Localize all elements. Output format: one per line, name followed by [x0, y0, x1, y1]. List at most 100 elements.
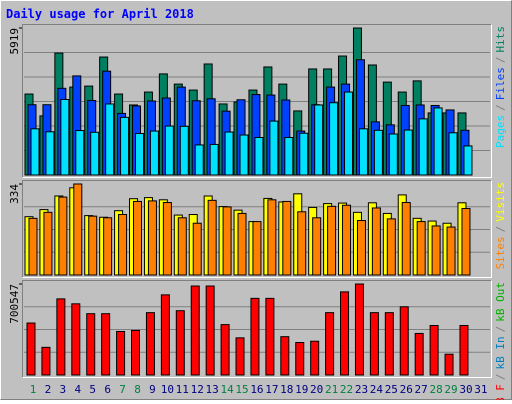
bar: [314, 104, 324, 176]
x-tick-label: 17: [265, 383, 278, 396]
x-tick-label: 13: [206, 383, 219, 396]
bar: [207, 199, 217, 276]
bar: [192, 222, 202, 276]
panel-bevel-light: [22, 280, 492, 378]
bar: [75, 130, 85, 176]
x-tick-label: 23: [355, 383, 368, 396]
y-tick-label: 5919: [8, 28, 21, 55]
bar: [86, 313, 96, 376]
bar: [418, 118, 428, 176]
legend-item: Sites: [494, 236, 507, 269]
bar: [269, 120, 279, 176]
x-tick-label: 29: [444, 383, 457, 396]
x-tick-label: 5: [89, 383, 96, 396]
legend-separator: /: [494, 226, 507, 233]
bar: [105, 103, 115, 176]
bar: [90, 131, 100, 176]
bar: [416, 221, 426, 276]
legend-separator: /: [494, 374, 507, 381]
bar: [429, 325, 439, 376]
legend-separator: /: [494, 326, 507, 333]
bar: [310, 340, 320, 376]
bar: [235, 337, 245, 376]
legend-item: Visits: [494, 182, 507, 222]
x-tick-label: 19: [295, 383, 308, 396]
bar: [131, 329, 141, 376]
bar: [162, 202, 172, 276]
bar: [239, 134, 249, 176]
x-tick-label: 1: [30, 383, 37, 396]
x-tick-label: 25: [385, 383, 398, 396]
panel-bevel-dark: [22, 24, 492, 178]
bar: [384, 312, 394, 376]
x-tick-label: 11: [176, 383, 189, 396]
legend: kB F / kB In / kB Out: [494, 282, 507, 400]
bar: [254, 136, 264, 176]
bar: [327, 205, 337, 276]
bar: [101, 313, 111, 376]
panel-bevel-dark: [22, 180, 492, 278]
bar: [190, 285, 200, 376]
x-tick-label: 21: [325, 383, 338, 396]
bar: [30, 128, 40, 176]
bar: [463, 145, 473, 176]
bar: [26, 322, 36, 376]
bar: [175, 310, 185, 376]
bar: [265, 297, 275, 376]
x-tick-label: 26: [400, 383, 413, 396]
bar: [444, 353, 454, 376]
bar: [149, 130, 159, 176]
bar: [354, 283, 364, 376]
x-tick-label: 4: [74, 383, 81, 396]
x-tick-label: 27: [415, 383, 428, 396]
x-tick-label: 2: [45, 383, 52, 396]
bar: [297, 211, 307, 276]
bar: [459, 325, 469, 376]
bar: [267, 199, 277, 276]
bar: [414, 332, 424, 376]
bar: [280, 336, 290, 376]
x-tick-label: 24: [370, 383, 384, 396]
bar: [250, 297, 260, 376]
bar: [71, 303, 81, 376]
bar: [403, 129, 413, 176]
bar: [386, 218, 396, 276]
bar: [299, 132, 309, 176]
bar: [340, 291, 350, 376]
legend-item: kB In: [494, 336, 507, 369]
x-tick-label: 16: [250, 383, 263, 396]
panel-bevel-dark: [22, 280, 492, 378]
x-tick-label: 9: [149, 383, 156, 396]
bar: [461, 208, 471, 276]
bar: [209, 143, 219, 176]
x-tick-label: 3: [60, 383, 67, 396]
x-tick-label: 14: [220, 383, 234, 396]
bar: [88, 215, 98, 276]
bar: [252, 221, 262, 276]
bar: [177, 217, 187, 276]
bar: [371, 207, 381, 276]
bar: [179, 125, 189, 176]
bar: [448, 132, 458, 176]
x-tick-label: 8: [134, 383, 141, 396]
legend-item: Pages: [494, 115, 507, 148]
x-tick-label: 28: [429, 383, 442, 396]
panel-bevel-light: [22, 180, 492, 278]
x-tick-label: 30: [459, 383, 472, 396]
bar: [433, 107, 443, 176]
bar: [295, 342, 305, 376]
x-tick-label: 12: [191, 383, 204, 396]
bar: [120, 116, 130, 176]
bar: [358, 128, 368, 176]
bar: [369, 312, 379, 376]
bar: [388, 133, 398, 176]
y-tick-label: 334: [8, 184, 21, 204]
legend-separator: /: [494, 57, 507, 64]
bar: [135, 133, 145, 176]
bar: [56, 298, 66, 376]
legend-item: kB Out: [494, 282, 507, 322]
bar: [222, 206, 232, 276]
bar: [446, 226, 456, 276]
